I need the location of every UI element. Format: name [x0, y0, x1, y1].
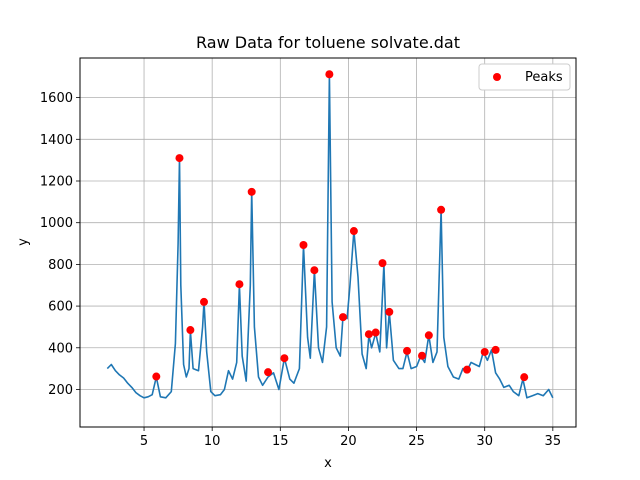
peak-marker	[338, 313, 347, 322]
peak-marker	[264, 368, 273, 377]
peak-marker	[349, 227, 358, 236]
x-tick-label: 25	[408, 434, 425, 449]
peak-marker	[385, 307, 394, 316]
peak-marker	[364, 330, 373, 339]
x-axis-label: x	[324, 456, 332, 471]
peak-marker	[424, 331, 433, 340]
peak-marker	[491, 345, 500, 354]
x-tick-label: 10	[204, 434, 221, 449]
legend-peaks-label: Peaks	[525, 70, 563, 85]
peak-marker	[152, 372, 161, 381]
series-layer	[106, 70, 554, 399]
y-tick-label: 1400	[40, 133, 73, 148]
peak-marker	[325, 70, 334, 79]
x-tick-label: 20	[340, 434, 357, 449]
y-tick-label: 1000	[40, 216, 73, 231]
peak-marker	[186, 326, 195, 335]
peak-marker	[462, 365, 471, 374]
peak-marker	[437, 205, 446, 214]
ticks: 5 10 15 20 25 30 35 200 400 600 800 1000 1200 1400 160…	[40, 91, 561, 449]
y-tick-label: 200	[48, 383, 73, 398]
y-tick-label: 800	[48, 258, 73, 273]
axes-frame	[79, 57, 577, 428]
peak-marker	[378, 259, 387, 268]
y-tick-label: 1600	[40, 91, 73, 106]
peak-marker	[310, 266, 319, 275]
x-tick-label: 15	[272, 434, 289, 449]
peak-marker	[520, 373, 529, 382]
peak-marker	[247, 187, 256, 196]
peak-marker	[175, 154, 184, 163]
x-tick-label: 35	[545, 434, 562, 449]
peak-marker	[371, 328, 380, 337]
y-tick-label: 1200	[40, 175, 73, 190]
peak-marker	[280, 354, 289, 363]
peak-marker	[299, 241, 308, 250]
y-tick-label: 600	[48, 300, 73, 315]
peak-marker	[200, 297, 208, 306]
peak-marker	[403, 346, 412, 355]
peak-marker	[480, 347, 489, 356]
x-tick-label: 5	[140, 434, 148, 449]
peak-marker	[235, 280, 244, 289]
peak-marker	[418, 351, 427, 360]
y-axis-label: y	[16, 238, 31, 246]
legend-peaks-marker	[493, 73, 501, 81]
x-tick-label: 30	[476, 434, 493, 449]
legend-box	[478, 63, 571, 91]
legend: Peaks	[478, 63, 571, 91]
y-tick-label: 400	[48, 341, 73, 356]
chart-title: Raw Data for toluene solvate.dat	[196, 33, 460, 52]
